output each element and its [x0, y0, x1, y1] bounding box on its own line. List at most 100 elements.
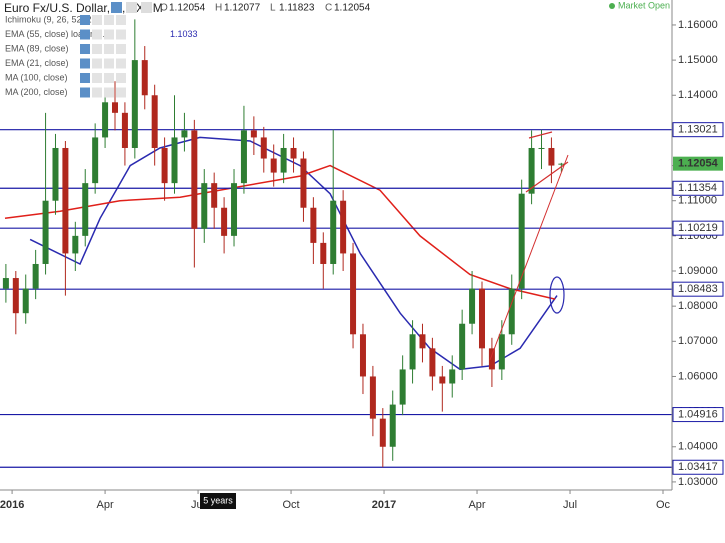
indicator-name: EMA (89, close) — [5, 43, 69, 53]
level-label: 1.03417 — [678, 461, 718, 473]
indicator-icon[interactable] — [80, 44, 90, 54]
icon[interactable] — [111, 2, 122, 13]
indicator-legend: Ichimoku (9, 26, 52, 26) EMA (55, close) … — [5, 14, 198, 98]
x-tick-label: 2016 — [0, 499, 24, 511]
candle-body — [350, 253, 357, 335]
candle-body — [498, 334, 505, 370]
indicator-icon[interactable] — [92, 15, 102, 25]
candle-body — [201, 183, 208, 229]
indicator-icon[interactable] — [80, 29, 90, 40]
indicator-icon[interactable] — [104, 15, 114, 25]
icon[interactable] — [126, 2, 137, 13]
y-tick-label: 1.09000 — [678, 265, 718, 277]
candle-body — [439, 376, 446, 384]
candle-body — [141, 60, 148, 96]
indicator-icon[interactable] — [92, 87, 102, 98]
x-tick-label: Jul — [563, 499, 577, 511]
candle-body — [449, 369, 456, 384]
x-tick-label: Apr — [97, 499, 114, 511]
candle-body — [429, 348, 436, 377]
candle-body — [280, 147, 287, 173]
y-tick-label: 1.03000 — [678, 476, 718, 488]
candle-body — [469, 288, 476, 324]
indicator-icon[interactable] — [116, 58, 126, 69]
indicator-icon[interactable] — [116, 87, 126, 98]
candle-body — [250, 130, 257, 138]
candle-body — [518, 193, 525, 289]
indicator-icon[interactable] — [104, 87, 114, 98]
indicator-name: EMA (21, close) — [5, 58, 69, 68]
candle-body — [310, 207, 317, 243]
candle-body — [459, 323, 466, 370]
indicator-icon[interactable] — [92, 58, 102, 69]
chart-title: Euro Fx/U.S. Dollar, D, FXCM — [4, 1, 163, 15]
indicator-icon[interactable] — [92, 29, 102, 40]
level-label: 1.13021 — [678, 124, 718, 136]
candle-body — [111, 102, 118, 113]
ohlc-value: 1.12077 — [224, 3, 261, 14]
candle-body — [2, 278, 9, 289]
trend-line — [528, 131, 553, 139]
candle-body — [102, 102, 109, 138]
candle-body — [52, 147, 59, 201]
icon[interactable] — [141, 2, 152, 13]
candle-body — [92, 137, 99, 184]
y-tick-label: 1.14000 — [678, 89, 718, 101]
ohlc-key: C — [325, 3, 332, 14]
indicator-icon[interactable] — [116, 73, 126, 83]
indicator-icon[interactable] — [80, 87, 90, 98]
candle-body — [240, 130, 247, 184]
candle-body — [72, 235, 79, 254]
candle-body — [171, 137, 178, 184]
x-tick-label: Oc — [656, 499, 671, 511]
indicator-icon[interactable] — [80, 58, 90, 69]
candle-body — [32, 263, 39, 289]
indicator-icon[interactable] — [104, 44, 114, 54]
level-tag — [672, 407, 724, 423]
candle-body — [62, 147, 69, 254]
indicator-name: MA (200, close) — [5, 87, 68, 97]
range-button[interactable] — [200, 493, 236, 509]
moving-average — [4, 164, 556, 300]
indicator-icon[interactable] — [80, 15, 90, 25]
candle-body — [12, 278, 19, 314]
indicator-icon[interactable] — [116, 29, 126, 40]
moving-average — [29, 136, 558, 371]
indicator-icon[interactable] — [92, 73, 102, 83]
indicator-icon[interactable] — [80, 73, 90, 83]
level-label: 1.04916 — [678, 408, 718, 420]
indicator-icon[interactable] — [92, 44, 102, 54]
last-price-label: 1.12054 — [678, 158, 719, 170]
range-button-label[interactable]: 5 years — [203, 495, 233, 505]
indicator-icon[interactable] — [116, 15, 126, 25]
candle-body — [131, 60, 138, 148]
candle-body — [340, 200, 347, 254]
indicator-name: Ichimoku (9, 26, 52, 26) — [5, 14, 100, 24]
indicator-icon[interactable] — [104, 58, 114, 69]
indicator-icon[interactable] — [104, 29, 114, 40]
candle-body — [221, 207, 228, 236]
candle-body — [508, 288, 515, 335]
indicator-value: 1.1033 — [170, 29, 198, 39]
indicator-icon[interactable] — [104, 73, 114, 83]
trend-line — [489, 154, 569, 361]
candle-body — [330, 200, 337, 264]
drawings — [489, 131, 569, 361]
candle-body — [359, 334, 366, 377]
trend-line — [525, 161, 569, 193]
last-price-tag — [673, 156, 723, 171]
level-label: 1.08483 — [678, 283, 718, 295]
indicator-name: MA (100, close) — [5, 72, 68, 82]
indicator-icon[interactable] — [116, 44, 126, 54]
candle-body — [231, 183, 238, 236]
ohlc-key: H — [215, 3, 222, 14]
candle-body — [399, 369, 406, 405]
y-tick-label: 1.16000 — [678, 19, 718, 31]
candle-body — [528, 147, 535, 194]
status-dot — [609, 3, 615, 9]
candles — [2, 19, 565, 468]
candle-body — [260, 137, 267, 159]
level-tag — [672, 281, 724, 297]
candle-body — [82, 183, 89, 236]
candle-body — [42, 200, 49, 264]
